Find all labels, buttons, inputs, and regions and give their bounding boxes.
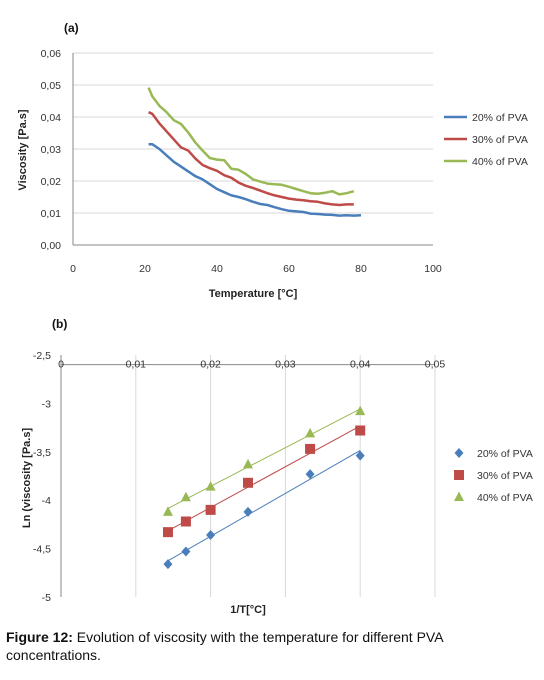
- data-point-3: [205, 481, 216, 491]
- y-axis-title: Viscosity [Pa.s]: [17, 109, 29, 190]
- trendline-3: [167, 408, 361, 509]
- legend-label: 20% of PVA: [472, 112, 528, 124]
- legend-label: 20% of PVA: [477, 448, 533, 460]
- data-point-1: [305, 469, 315, 480]
- y-tick-label: -3,5: [33, 447, 51, 459]
- data-point-3: [162, 506, 173, 516]
- legend-marker: [454, 491, 464, 501]
- x-tick-label: 0: [58, 359, 64, 371]
- legend-label: 30% of PVA: [472, 134, 528, 146]
- viscosity-temperature-chart: (a) 0,00 0,01 0,02 0,03 0,04 0,05 0,06 0 20 40 60 80…: [17, 21, 528, 300]
- data-point-2: [243, 477, 253, 488]
- data-point-3: [243, 458, 253, 469]
- caption-text: Evolution of viscosity with the temperat…: [6, 629, 443, 663]
- y-tick-label: 0,04: [41, 112, 62, 124]
- x-tick-label: 20: [139, 263, 151, 275]
- data-point-2: [162, 527, 173, 538]
- y-tick-label: 0,00: [41, 240, 62, 252]
- x-tick-label: 100: [424, 263, 442, 275]
- x-axis-title: 1/T[°C]: [230, 604, 266, 616]
- legend-marker: [454, 470, 464, 480]
- x-tick-label: 0,03: [275, 359, 296, 371]
- data-point-3: [305, 427, 316, 438]
- series-line-3: [147, 87, 355, 196]
- y-tick-label: -4: [42, 495, 51, 507]
- y-tick-label: 0,03: [41, 144, 62, 156]
- series-line-2: [148, 111, 354, 207]
- figure-caption: Figure 12: Evolution of viscosity with t…: [6, 628, 536, 664]
- trendline-1: [167, 449, 361, 562]
- series-line-1: [148, 142, 362, 217]
- x-tick-label: 0,02: [200, 359, 221, 371]
- data-point-1: [163, 559, 173, 570]
- x-tick-label: 0,01: [126, 359, 147, 371]
- data-point-2: [355, 425, 366, 436]
- y-axis-title: Ln (viscosity [Pa.s]: [21, 428, 33, 529]
- y-tick-label: -3: [42, 398, 51, 410]
- legend-marker: [454, 448, 464, 458]
- x-tick-label: 0,05: [425, 359, 446, 371]
- trendline-2: [167, 425, 361, 532]
- x-tick-label: 80: [355, 263, 367, 275]
- y-tick-label: 0,02: [41, 176, 62, 188]
- y-tick-label: 0,06: [41, 48, 62, 60]
- y-tick-label: 0,01: [41, 208, 62, 220]
- x-tick-label: 0: [70, 263, 76, 275]
- x-tick-label: 60: [283, 263, 295, 275]
- panel-label-b: (b): [52, 317, 67, 331]
- ln-viscosity-inverse-temperature-chart: (b) 0 0,01 0,02 0,03 0,04 0,05 -5 -4,5 -4 -3,5 -3 -2…: [21, 317, 533, 616]
- data-point-1: [206, 530, 216, 541]
- x-tick-label: 40: [211, 263, 223, 275]
- data-point-1: [355, 450, 365, 461]
- legend-label: 40% of PVA: [472, 156, 528, 168]
- legend-label: 30% of PVA: [477, 470, 533, 482]
- data-point-1: [181, 546, 191, 557]
- data-point-1: [243, 506, 253, 517]
- y-tick-label: -5: [42, 592, 51, 604]
- x-tick-label: 0,04: [350, 359, 371, 371]
- data-point-2: [205, 504, 216, 515]
- data-point-3: [180, 491, 191, 502]
- x-axis-title: Temperature [°C]: [209, 288, 298, 300]
- legend-label: 40% of PVA: [477, 492, 533, 504]
- data-point-3: [355, 405, 366, 416]
- panel-label-a: (a): [64, 21, 79, 35]
- caption-label: Figure 12:: [6, 629, 73, 645]
- data-point-2: [305, 443, 316, 454]
- y-tick-label: 0,05: [41, 80, 62, 92]
- y-tick-label: -2,5: [33, 350, 51, 362]
- y-tick-label: -4,5: [33, 544, 51, 556]
- data-point-2: [180, 516, 191, 527]
